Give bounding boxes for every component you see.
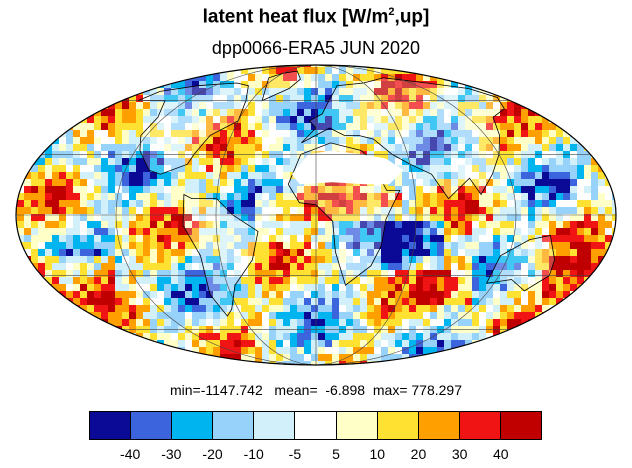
statistics-line: min=-1147.742 mean= -6.898 max= 778.297 <box>170 382 462 398</box>
title-superscript: 2 <box>388 6 395 18</box>
colorbar-tick-label: -5 <box>288 446 302 462</box>
colorbar-box <box>418 412 460 439</box>
colorbar-box <box>336 412 378 439</box>
colorbar-tick-label: 20 <box>410 446 427 462</box>
land-masses <box>137 70 556 317</box>
sahara-region <box>291 150 404 185</box>
colorbar-box <box>500 412 542 439</box>
title-suffix: ,up] <box>394 6 430 28</box>
colorbar-box <box>131 412 173 439</box>
map-border <box>15 64 617 366</box>
coastline <box>261 70 301 102</box>
colorbar-tick-label: 10 <box>369 446 386 462</box>
colorbar-tick-label: -20 <box>202 446 223 462</box>
title-prefix: latent heat flux [W/m <box>202 6 389 28</box>
map-title: latent heat flux [W/m2,up] <box>0 6 632 28</box>
colorbar-box <box>377 412 419 439</box>
colorbar-tick-label: -40 <box>120 446 141 462</box>
colorbar-box <box>90 412 132 439</box>
colorbar <box>89 411 542 440</box>
colorbar-box <box>254 412 296 439</box>
longitude-line <box>315 65 517 365</box>
coastline <box>301 77 505 200</box>
colorbar-tick-label: 30 <box>451 446 468 462</box>
longitude-line <box>315 65 417 365</box>
colorbar-box <box>213 412 255 439</box>
colorbar-tick-label: 40 <box>493 446 509 462</box>
colorbar-tick-label: 5 <box>332 446 340 462</box>
colorbar-box <box>459 412 501 439</box>
colorbar-box <box>295 412 337 439</box>
colorbar-tick-label: -30 <box>161 446 182 462</box>
longitude-line <box>115 65 317 365</box>
colorbar-box <box>172 412 214 439</box>
colorbar-tick-label: -10 <box>243 446 264 462</box>
longitude-line <box>215 65 317 365</box>
coastline <box>137 82 249 175</box>
map-subtitle: dpp0066-ERA5 JUN 2020 <box>211 38 421 58</box>
